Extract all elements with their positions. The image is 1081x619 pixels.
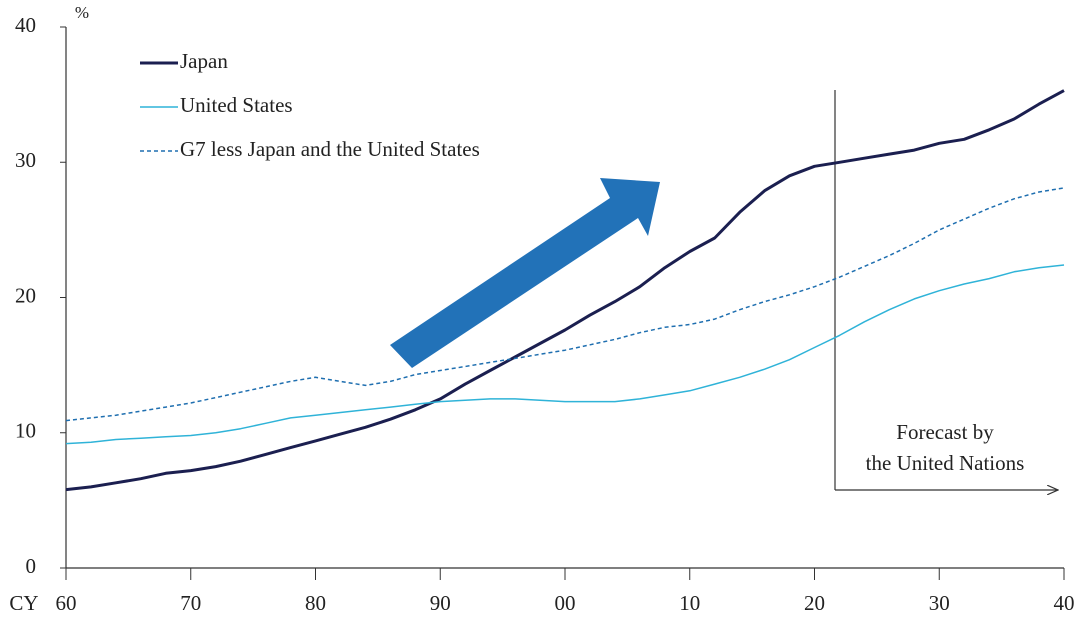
x-tick-label: 30	[929, 591, 950, 615]
y-tick-label: 10	[15, 419, 36, 443]
annotation: the United Nations	[866, 451, 1025, 475]
x-tick-label: 60	[56, 591, 77, 615]
y-unit: %	[75, 3, 89, 22]
x-tick-label: 40	[1054, 591, 1075, 615]
x-tick-label: 80	[305, 591, 326, 615]
trend-arrow	[390, 178, 660, 368]
y-tick-label: 20	[15, 283, 36, 307]
x-tick-label: 20	[804, 591, 825, 615]
x-tick-label: 90	[430, 591, 451, 615]
x-tick-label: 70	[180, 591, 201, 615]
y-tick-label: 40	[15, 13, 36, 37]
x-tick-label: 10	[679, 591, 700, 615]
series-line	[65, 187, 1065, 422]
x-tick-label: 00	[555, 591, 576, 615]
y-tick-label: 0	[26, 554, 37, 578]
legend-label: Japan	[180, 49, 228, 73]
x-prefix: CY	[9, 591, 38, 615]
y-tick-label: 30	[15, 148, 36, 172]
legend-label: United States	[180, 93, 293, 117]
legend-label: G7 less Japan and the United States	[180, 137, 480, 161]
annotation: Forecast by	[896, 420, 994, 444]
series-line	[65, 264, 1065, 445]
series-line	[65, 89, 1065, 492]
